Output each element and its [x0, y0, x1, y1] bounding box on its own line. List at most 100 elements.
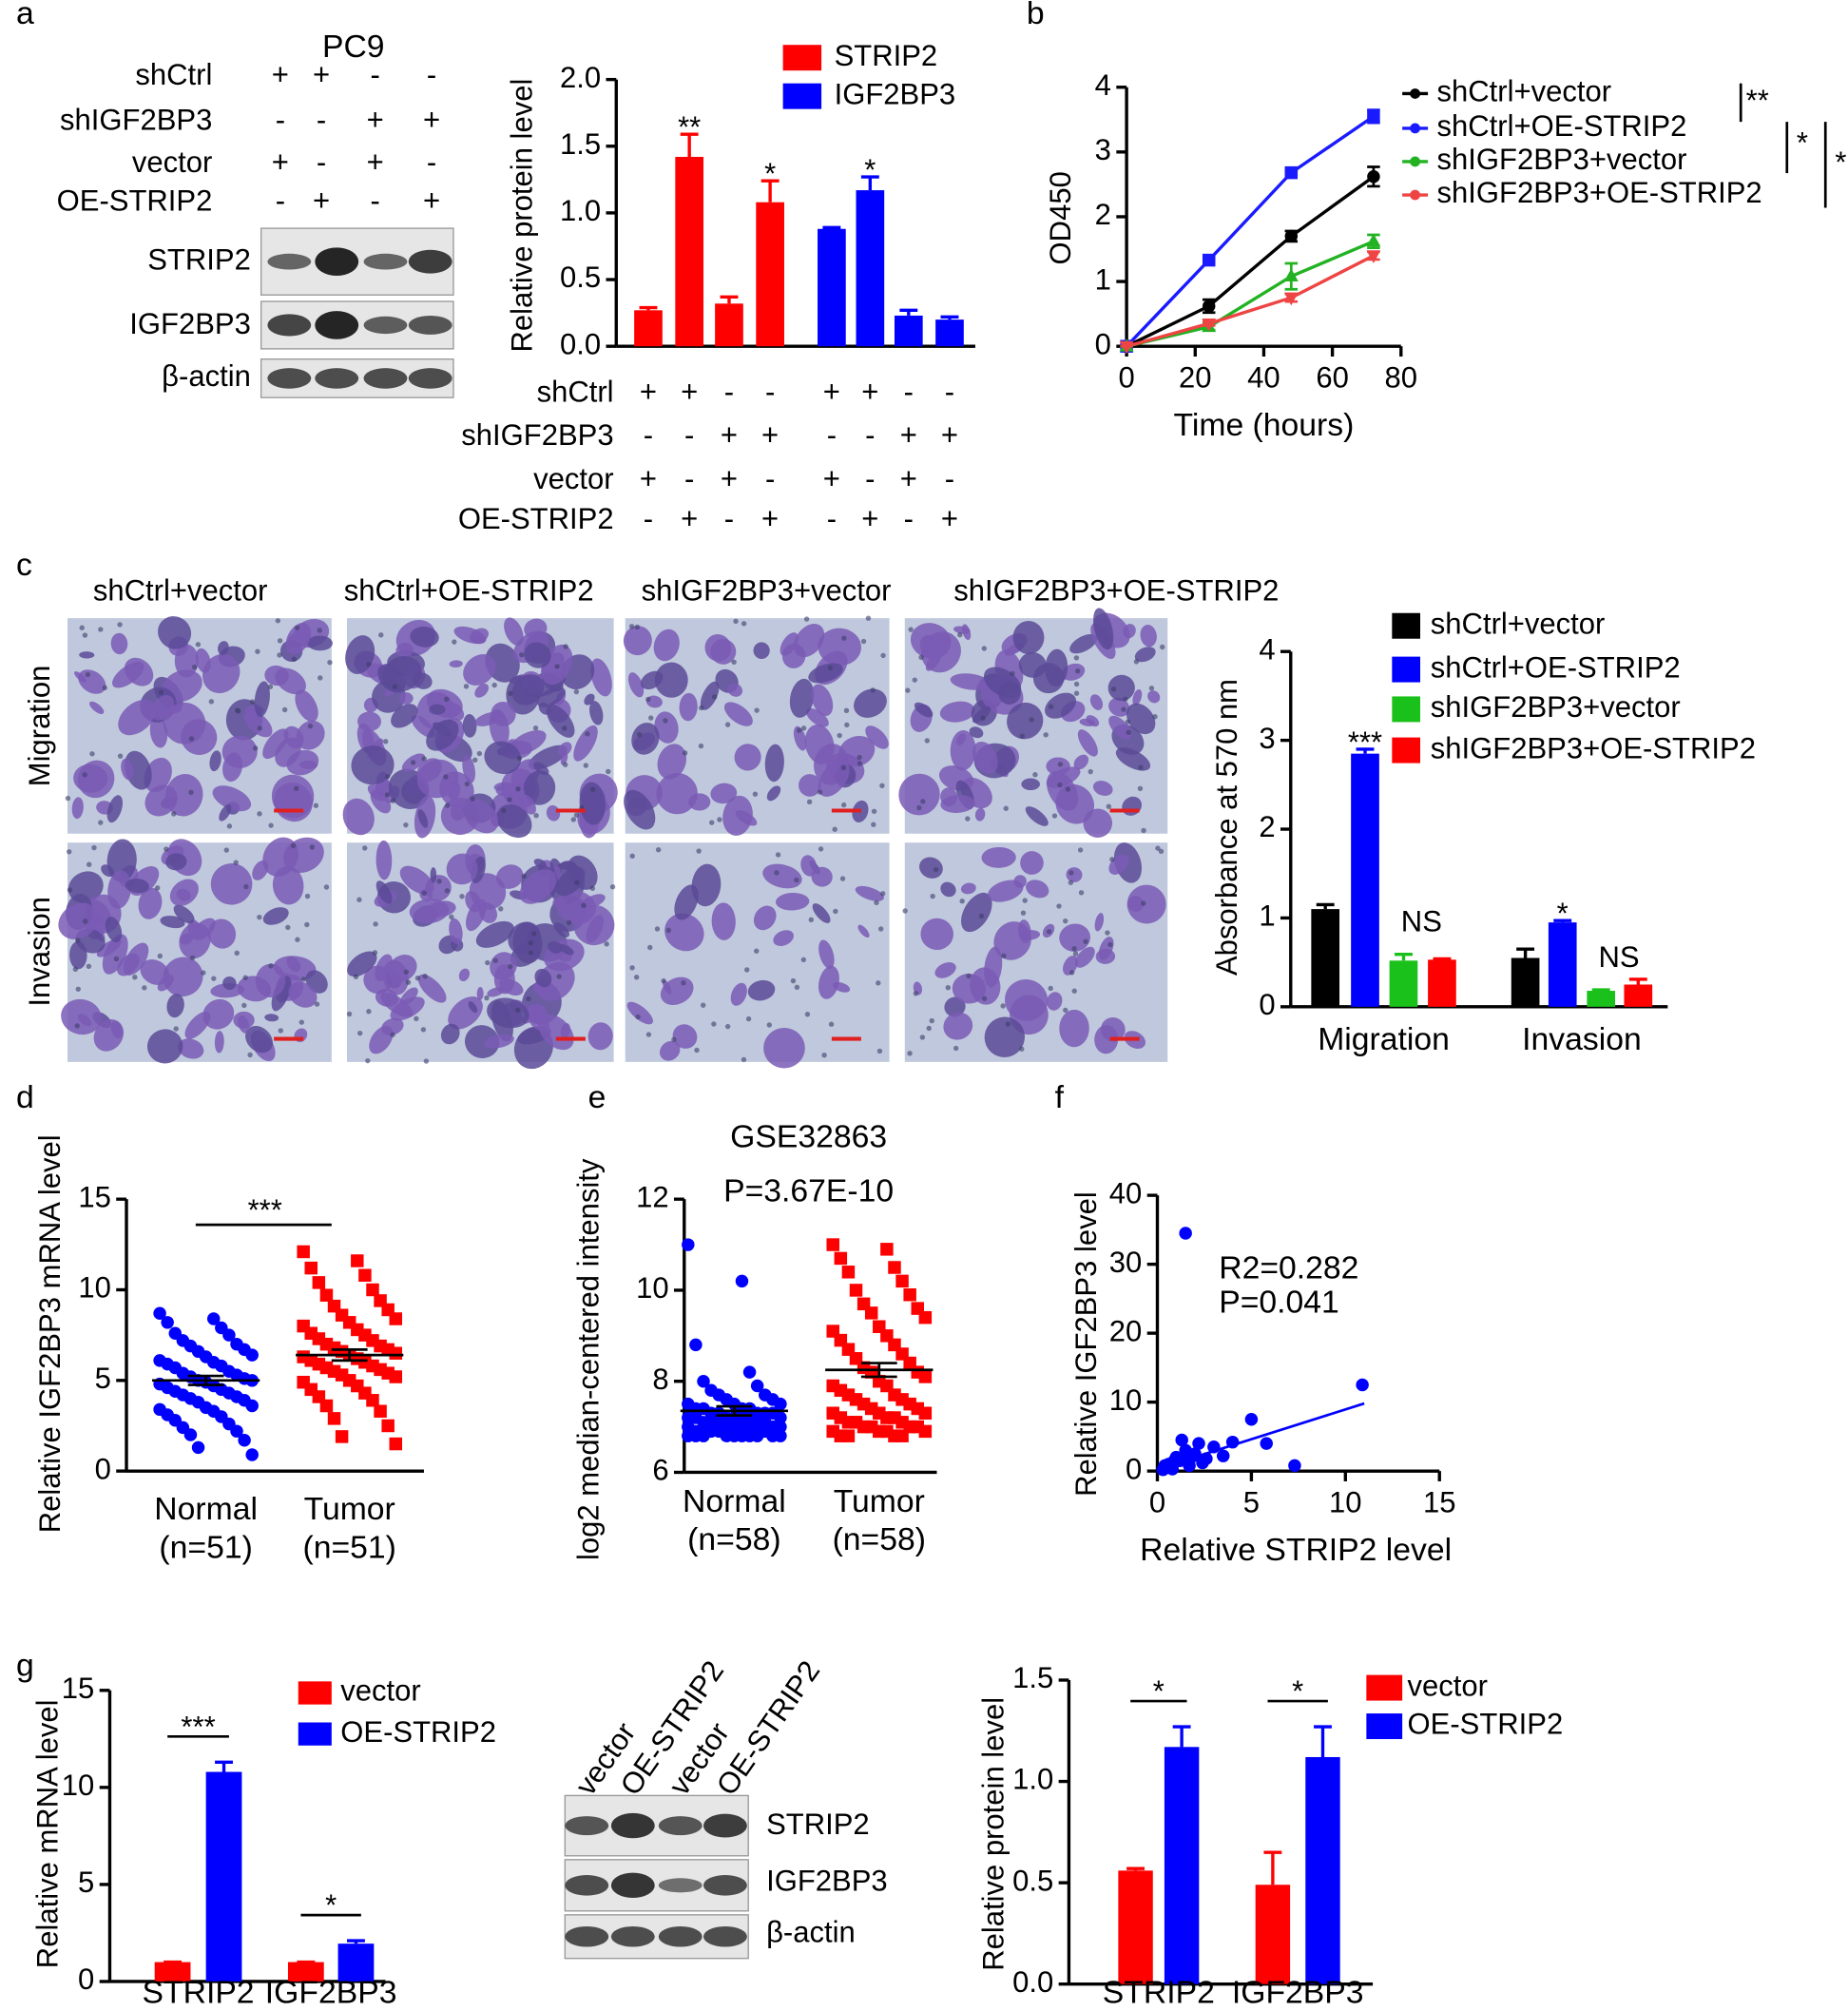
legend-label: shCtrl+vector	[1437, 75, 1612, 108]
y-axis-label: Absorbance at 570 nm	[1210, 679, 1243, 976]
pore	[443, 774, 449, 780]
cell	[590, 658, 612, 697]
pore	[421, 890, 427, 897]
y-tick-label: 0	[78, 1963, 94, 1996]
pore	[1019, 1046, 1025, 1052]
pore	[696, 848, 702, 854]
pore	[252, 745, 259, 751]
cell	[974, 807, 986, 822]
band	[565, 1816, 609, 1836]
marker	[389, 1370, 403, 1383]
marker	[319, 1399, 334, 1413]
pore	[731, 659, 737, 665]
error-bar	[760, 179, 780, 203]
cell	[102, 934, 128, 975]
pore	[188, 789, 194, 795]
legend-swatch	[782, 83, 822, 109]
pore	[257, 725, 262, 731]
pore	[277, 638, 283, 644]
error-bar	[1356, 747, 1375, 754]
marker	[1175, 1433, 1188, 1447]
pore	[926, 1025, 932, 1032]
cell	[351, 745, 395, 785]
condition-mark: -	[945, 462, 954, 495]
cell	[444, 702, 465, 721]
pore	[385, 773, 391, 780]
legend-label: shIGF2BP3+OE-STRIP2	[1431, 731, 1756, 764]
condition-mark: +	[367, 103, 384, 136]
marker	[774, 1420, 787, 1434]
pore	[865, 615, 872, 621]
pore	[82, 632, 88, 638]
cell	[446, 853, 478, 885]
pore	[515, 786, 521, 792]
pore	[234, 950, 240, 957]
line	[1126, 240, 1375, 348]
cell	[523, 770, 556, 805]
pore	[414, 1015, 419, 1022]
cell	[391, 704, 418, 728]
cell	[753, 905, 777, 931]
cell	[504, 617, 524, 647]
cell	[491, 701, 516, 726]
band-label: STRIP2	[766, 1808, 870, 1841]
cell	[972, 706, 991, 724]
pore	[913, 991, 919, 996]
legend-label: IGF2BP3	[835, 77, 956, 110]
pore	[291, 656, 298, 662]
cell	[1059, 923, 1090, 952]
band-label: IGF2BP3	[766, 1864, 888, 1897]
pore	[366, 1009, 372, 1015]
image-column-label: shIGF2BP3+OE-STRIP2	[953, 573, 1279, 607]
pore	[533, 813, 539, 819]
condition-label: vector	[533, 462, 613, 495]
cell	[573, 725, 598, 762]
condition-mark: +	[941, 418, 958, 452]
condition-label: OE-STRIP2	[458, 502, 614, 535]
pore	[378, 632, 384, 638]
marker	[918, 1406, 933, 1420]
condition-mark: +	[861, 375, 878, 408]
pore	[754, 948, 760, 954]
y-tick-label: 10	[78, 1271, 111, 1305]
cell	[1094, 913, 1105, 932]
cell	[400, 987, 418, 1006]
bar	[1311, 909, 1340, 1007]
x-axis-label: Relative STRIP2 level	[1140, 1532, 1452, 1568]
pore	[234, 707, 241, 713]
marker	[1283, 292, 1299, 306]
band-label: β-actin	[162, 359, 251, 393]
cell	[390, 996, 425, 1021]
cell	[1126, 884, 1166, 924]
cell	[449, 918, 463, 945]
cell	[763, 1027, 805, 1069]
condition-label: vector	[132, 145, 212, 179]
cell	[1012, 620, 1045, 654]
pore	[257, 914, 262, 920]
band	[363, 368, 408, 389]
x-tick-note: (n=51)	[159, 1529, 252, 1565]
significance-label: NS	[1401, 905, 1442, 938]
pore	[384, 792, 391, 798]
pore	[874, 899, 879, 906]
error-bar	[1516, 947, 1535, 958]
cell	[921, 631, 961, 673]
cell	[377, 664, 406, 693]
pore	[800, 957, 807, 963]
pore	[709, 820, 715, 825]
marker	[1366, 233, 1381, 247]
cell	[254, 681, 270, 718]
cell	[307, 635, 333, 651]
cell	[510, 941, 540, 967]
cell	[1092, 781, 1113, 796]
marker	[381, 1419, 395, 1433]
band	[703, 1925, 747, 1947]
cell	[163, 702, 206, 744]
pore	[1048, 704, 1054, 709]
pore	[876, 980, 881, 986]
marker	[245, 1348, 259, 1362]
pore	[356, 1030, 363, 1036]
y-tick-label: 15	[78, 1180, 111, 1213]
cell	[664, 913, 704, 952]
cell	[463, 799, 499, 834]
